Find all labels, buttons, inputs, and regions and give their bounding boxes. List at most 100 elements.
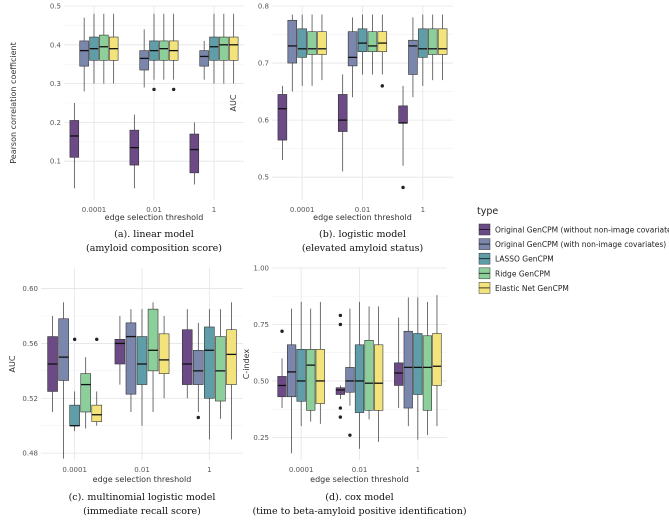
box-iqr xyxy=(297,28,307,58)
y-axis-label: AUC xyxy=(8,355,17,372)
box-0.0001-series-0 xyxy=(277,85,288,161)
box-0.01-series-2 xyxy=(354,301,365,449)
outlier-point xyxy=(338,313,343,318)
box-0.01-series-0 xyxy=(337,74,348,172)
box-iqr xyxy=(189,133,200,174)
y-tick-label: 0.50 xyxy=(253,377,269,385)
box-iqr xyxy=(69,120,80,158)
box-iqr xyxy=(80,373,91,413)
outlier-point xyxy=(196,415,200,420)
legend-label: Original GenCPM (without non-image covar… xyxy=(495,226,669,235)
box-iqr xyxy=(377,31,388,52)
box-1-series-1 xyxy=(403,297,413,427)
y-tick-label: 0.7 xyxy=(258,60,269,68)
box-0.01-series-4 xyxy=(168,13,179,92)
box-iqr xyxy=(58,318,69,381)
box-0.01-series-3 xyxy=(367,14,378,75)
box-iqr xyxy=(408,39,418,75)
box-iqr xyxy=(394,362,404,386)
box-iqr xyxy=(432,333,442,386)
panel-caption-subtitle: (time to beta-amyloid positive identific… xyxy=(252,506,466,517)
box-0.0001-series-4 xyxy=(108,13,119,84)
legend-label: Elastic Net GenCPM xyxy=(495,284,569,293)
y-tick-label: 0.56 xyxy=(22,340,38,348)
box-iqr xyxy=(427,28,438,55)
box-0.01-series-1 xyxy=(139,29,149,88)
x-tick-label: 0.01 xyxy=(355,206,371,214)
outlier-point xyxy=(338,406,343,410)
box-iqr xyxy=(306,349,316,411)
x-tick-label: 1 xyxy=(416,466,420,474)
x-tick-label: 1 xyxy=(212,206,216,214)
box-0.01-series-4 xyxy=(374,306,384,442)
y-tick-label: 0.25 xyxy=(253,434,269,442)
box-iqr xyxy=(91,404,103,422)
panel-caption-title: (c). multinomial logistic model xyxy=(69,492,216,503)
box-1-series-4 xyxy=(228,13,239,84)
outlier-point xyxy=(348,433,352,437)
y-tick-label: 0.3 xyxy=(50,80,61,88)
outlier-point xyxy=(338,415,343,419)
panel-caption-title: (d). cox model xyxy=(325,492,393,503)
x-tick-label: 0.01 xyxy=(146,206,162,214)
box-0.0001-series-0 xyxy=(47,316,58,412)
box-iqr xyxy=(364,339,374,411)
box-iqr xyxy=(403,330,413,409)
box-0.01-series-4 xyxy=(377,14,388,88)
panel-d: 0.25 0.50 0.75 1.00 0.0001 0.01 1 edge selectio… xyxy=(242,265,467,518)
box-iqr xyxy=(317,31,327,55)
box-1-series-2 xyxy=(418,14,428,86)
box-0.0001-series-3 xyxy=(99,13,109,84)
legend-label: Ridge GenCPM xyxy=(495,269,550,278)
box-iqr xyxy=(136,336,148,385)
outlier-point xyxy=(280,329,284,333)
y-tick-label: 0.5 xyxy=(258,174,269,182)
box-iqr xyxy=(114,339,126,365)
y-tick-label: 0.4 xyxy=(50,41,62,49)
panel-a: 0.1 0.2 0.3 0.4 0.5 0.0001 0.01 1 edge selection… xyxy=(9,3,244,254)
box-1-series-1 xyxy=(408,17,418,98)
box-iqr xyxy=(398,105,408,124)
y-tick-label: 0.8 xyxy=(258,3,269,11)
box-1-series-1 xyxy=(193,322,204,420)
box-iqr xyxy=(315,349,325,404)
outlier-point xyxy=(171,87,176,92)
box-iqr xyxy=(345,367,355,393)
box-iqr xyxy=(158,333,170,374)
x-tick-label: 1 xyxy=(421,206,425,214)
box-iqr xyxy=(215,336,226,402)
box-0.0001-series-2 xyxy=(69,337,80,432)
box-iqr xyxy=(147,308,159,372)
y-tick-label: 1.00 xyxy=(253,265,269,273)
panel-caption-title: (a). linear model xyxy=(114,229,194,240)
legend-label: Original GenCPM (with non-image covariat… xyxy=(495,240,666,249)
box-0.0001-series-4 xyxy=(317,14,327,81)
panel-caption-subtitle: (elevated amyloid status) xyxy=(302,243,423,254)
box-1-series-3 xyxy=(219,13,229,84)
panel-b: 0.5 0.6 0.7 0.8 0.0001 0.01 1 edge selection th… xyxy=(229,3,453,254)
box-0.0001-series-3 xyxy=(306,308,316,422)
box-0.0001-series-1 xyxy=(58,302,69,459)
x-tick-label: 0.0001 xyxy=(289,466,314,474)
box-0.01-series-1 xyxy=(347,17,358,98)
y-axis-label: C-index xyxy=(242,349,251,380)
y-tick-label: 0.6 xyxy=(258,117,270,125)
x-axis-label: edge selection threshold xyxy=(93,475,192,484)
box-iqr xyxy=(277,94,288,141)
box-1-series-3 xyxy=(422,301,433,436)
box-1-series-4 xyxy=(432,295,442,427)
box-0.01-series-1 xyxy=(125,309,137,412)
y-tick-label: 0.52 xyxy=(22,395,38,403)
box-iqr xyxy=(204,326,215,399)
box-1-series-0 xyxy=(181,309,193,399)
outlier-point xyxy=(401,185,405,190)
box-0.0001-series-0 xyxy=(69,103,80,189)
x-tick-label: 0.0001 xyxy=(290,206,315,214)
box-0.0001-series-1 xyxy=(287,14,298,92)
box-0.01-series-3 xyxy=(147,302,159,412)
x-tick-label: 0.01 xyxy=(352,466,368,474)
box-iqr xyxy=(209,36,219,61)
box-0.0001-series-4 xyxy=(315,301,325,424)
box-iqr xyxy=(199,50,209,67)
